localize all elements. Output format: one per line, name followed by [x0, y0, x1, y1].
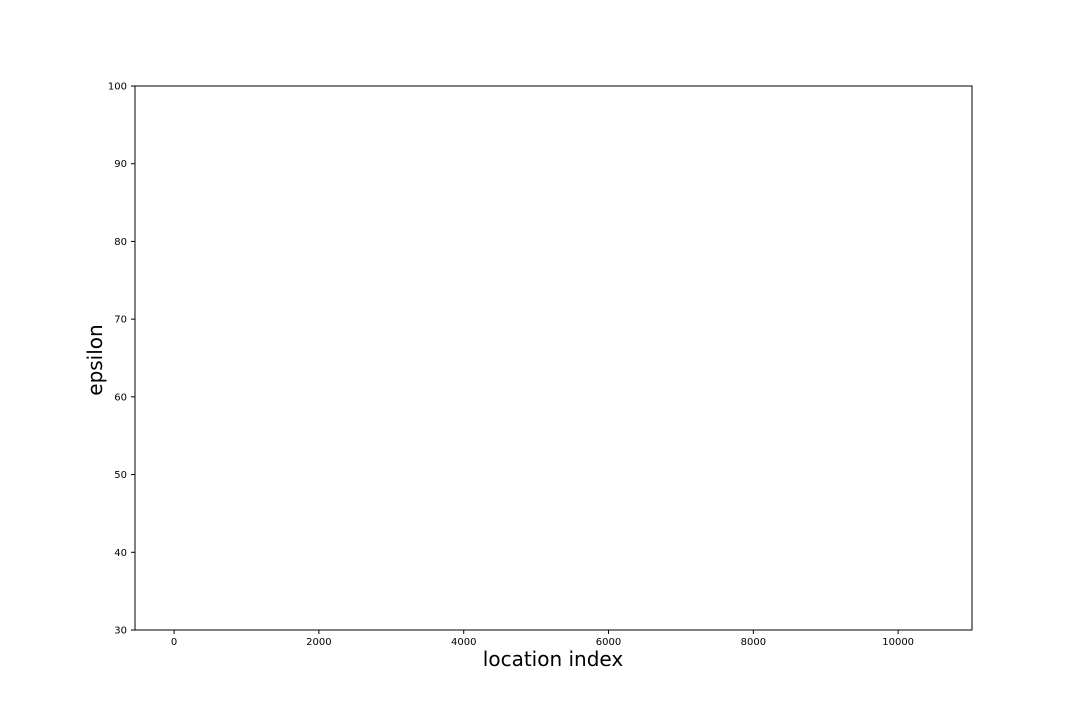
x-tick-label: 4000 [451, 637, 476, 648]
y-tick-label: 30 [114, 626, 127, 637]
x-tick-label: 6000 [596, 637, 621, 648]
plot-area [134, 85, 973, 631]
y-tick-label: 60 [114, 392, 127, 403]
y-axis-ticks: 30 40 50 60 70 80 90 100 [108, 82, 135, 637]
x-tick-label: 0 [171, 637, 177, 648]
y-tick-label: 90 [114, 159, 127, 170]
x-tick-label: 2000 [306, 637, 331, 648]
y-tick-label: 50 [114, 470, 127, 481]
y-tick-label: 40 [114, 548, 127, 559]
y-axis-label: epsilon [83, 324, 107, 395]
y-tick-label: 80 [114, 237, 127, 248]
y-tick-label: 70 [114, 315, 127, 326]
x-tick-label: 10000 [882, 637, 914, 648]
x-axis-ticks: 0 2000 4000 6000 8000 10000 [171, 630, 914, 648]
x-tick-label: 8000 [741, 637, 766, 648]
y-tick-label: 100 [108, 82, 127, 93]
x-axis-label: location index [483, 647, 624, 671]
